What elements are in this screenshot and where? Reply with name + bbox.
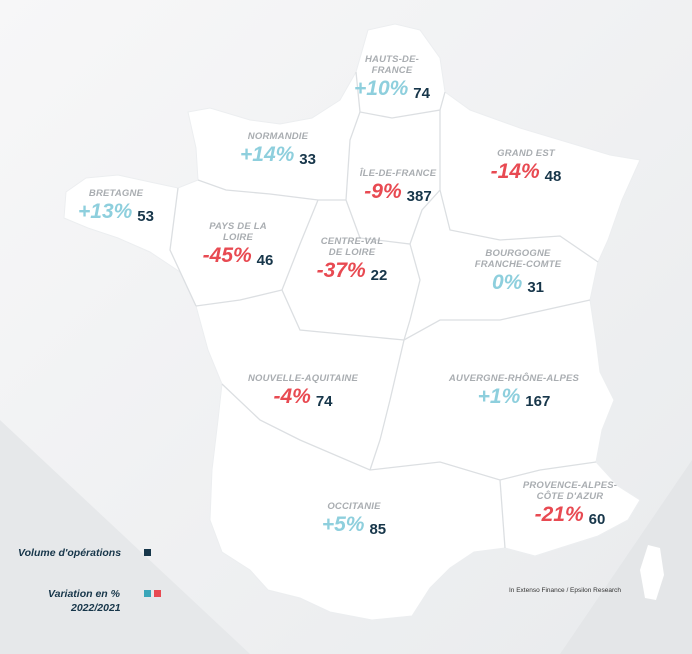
variation-value: -9% <box>364 180 402 203</box>
volume-value: 46 <box>256 252 274 269</box>
volume-value: 53 <box>137 208 154 225</box>
region-name: BRETAGNE <box>88 188 144 199</box>
region-name: NORMANDIE <box>247 131 309 142</box>
legend-positive-swatch <box>144 590 151 597</box>
volume-value: 60 <box>588 511 606 528</box>
volume-value: 74 <box>315 393 333 410</box>
region-ile-de-france: ÎLE-DE-FRANCE -9% 387 <box>359 168 437 205</box>
region-name: CENTRE-VAL DE LOIRE <box>320 236 384 258</box>
legend-period: 2022/2021 <box>71 602 121 614</box>
region-auvergne-rhone-alpes: AUVERGNE-RHÔNE-ALPES +1% 167 <box>448 373 580 410</box>
variation-value: -45% <box>202 244 252 267</box>
region-grand-est: GRAND EST -14% 48 <box>490 148 562 185</box>
region-name: GRAND EST <box>497 148 555 159</box>
region-centre-val-de-loire: CENTRE-VAL DE LOIRE -37% 22 <box>316 236 388 284</box>
region-nouvelle-aquitaine: NOUVELLE-AQUITAINE -4% 74 <box>247 373 359 410</box>
region-bretagne: BRETAGNE +13% 53 <box>78 188 154 225</box>
variation-value: -37% <box>316 259 366 282</box>
legend-volume-label: Volume d'opérations <box>18 547 122 559</box>
legend-variation-label: Variation en % <box>48 588 120 600</box>
region-normandie: NORMANDIE +14% 33 <box>240 131 316 168</box>
region-name: PAYS DE LA LOIRE <box>209 221 267 243</box>
volume-value: 31 <box>527 279 545 296</box>
region-name: BOURGOGNE FRANCHE-COMTE <box>474 248 562 270</box>
volume-value: 33 <box>299 151 316 168</box>
variation-value: +5% <box>321 513 365 536</box>
variation-value: -4% <box>273 385 311 408</box>
legend-negative-swatch <box>154 590 161 597</box>
region-name: PROVENCE-ALPES- CÔTE D'AZUR <box>522 480 618 502</box>
volume-value: 48 <box>544 168 562 185</box>
region-name: HAUTS-DE- FRANCE <box>364 54 420 76</box>
region-name: AUVERGNE-RHÔNE-ALPES <box>448 373 580 384</box>
region-name: OCCITANIE <box>327 501 381 512</box>
variation-value: +10% <box>354 77 409 100</box>
variation-value: 0% <box>491 271 523 294</box>
volume-value: 22 <box>370 267 388 284</box>
region-name: ÎLE-DE-FRANCE <box>359 168 437 179</box>
volume-value: 74 <box>413 85 430 102</box>
region-occitanie: OCCITANIE +5% 85 <box>321 501 387 538</box>
region-pays-de-la-loire: PAYS DE LA LOIRE -45% 46 <box>202 221 274 269</box>
variation-value: +14% <box>240 143 295 166</box>
source-credit: In Extenso Finance / Epsilon Research <box>509 587 622 594</box>
region-hauts-de-france: HAUTS-DE- FRANCE +10% 74 <box>354 54 430 102</box>
region-borders <box>169 71 599 549</box>
background-shape <box>0 420 250 654</box>
variation-value: -21% <box>534 503 584 526</box>
volume-value: 167 <box>525 393 551 410</box>
volume-value: 85 <box>369 521 387 538</box>
variation-value: -14% <box>490 160 540 183</box>
variation-value: +13% <box>78 200 133 223</box>
volume-value: 387 <box>406 188 432 205</box>
region-bourgogne-franche-comte: BOURGOGNE FRANCHE-COMTE 0% 31 <box>474 248 562 296</box>
background-shape <box>560 460 692 654</box>
france-outline <box>63 23 641 621</box>
region-name: NOUVELLE-AQUITAINE <box>247 373 359 384</box>
legend-volume-swatch <box>144 549 151 556</box>
corsica-outline <box>640 545 664 600</box>
region-provence-alpes-cote-d-azur: PROVENCE-ALPES- CÔTE D'AZUR -21% 60 <box>522 480 618 528</box>
variation-value: +1% <box>477 385 521 408</box>
